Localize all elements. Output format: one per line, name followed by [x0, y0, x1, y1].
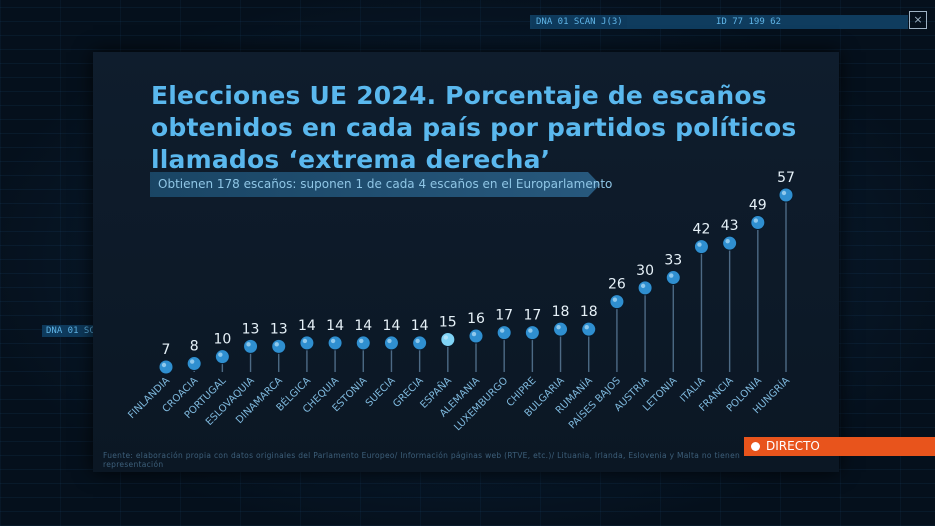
point-portugal [214, 349, 230, 365]
chart-subtitle: Obtienen 178 escaños: suponen 1 de cada … [158, 177, 613, 191]
point-países-bajos [609, 294, 625, 310]
live-badge-label: DIRECTO [766, 439, 820, 453]
point-shine-dinamarca [274, 342, 279, 347]
category-label-luxemburgo: LUXEMBURGO [452, 375, 510, 433]
point-croacia [186, 356, 202, 372]
point-shine-alemania [471, 331, 477, 337]
point-shine-luxemburgo [499, 328, 505, 333]
point-shine-suecia [387, 338, 392, 344]
value-label-estonia: 14 [354, 318, 372, 334]
point-shine-países-bajos [612, 297, 618, 302]
point-hungría [778, 187, 794, 203]
point-shine-estonia [359, 338, 364, 344]
chart-title: Elecciones UE 2024. Porcentaje de escaño… [151, 81, 797, 174]
point-rumanía [581, 321, 597, 337]
point-shine-hungría [781, 190, 787, 196]
point-alemania [468, 328, 484, 344]
value-label-chipre: 17 [523, 308, 541, 324]
point-shine-españa [443, 335, 449, 340]
point-shine-austria [640, 283, 646, 289]
value-label-finlandia: 7 [162, 342, 171, 358]
point-españa [440, 331, 456, 347]
point-shine-bélgica [302, 338, 308, 344]
point-shine-polonia [753, 218, 759, 223]
point-shine-portugal [218, 352, 223, 357]
value-label-luxemburgo: 17 [495, 308, 513, 324]
value-label-hungría: 57 [777, 170, 795, 186]
point-shine-grecia [415, 338, 420, 344]
category-label-finlandia: FINLANDIA [126, 375, 172, 421]
live-dot-icon [751, 442, 760, 451]
point-dinamarca [271, 338, 287, 354]
live-badge: DIRECTO [744, 437, 935, 456]
chart-panel [93, 52, 839, 472]
value-label-grecia: 14 [411, 318, 429, 334]
point-shine-chequia [330, 338, 336, 344]
point-shine-rumanía [584, 324, 589, 330]
value-label-suecia: 14 [383, 318, 401, 334]
value-label-letonia: 33 [664, 253, 682, 269]
point-bélgica [299, 335, 315, 351]
point-bulgaria [553, 321, 569, 337]
value-label-chequia: 14 [326, 318, 344, 334]
chart-footnote: Fuente: elaboración propia con datos ori… [103, 451, 741, 469]
point-shine-bulgaria [556, 324, 561, 330]
point-estonia [355, 335, 371, 351]
point-shine-italia [697, 242, 702, 247]
close-icon[interactable]: × [909, 11, 927, 29]
point-grecia [412, 335, 428, 351]
point-shine-letonia [669, 273, 674, 278]
point-austria [637, 280, 653, 296]
value-label-alemania: 16 [467, 311, 485, 327]
point-shine-francia [725, 238, 730, 244]
point-eslovaquia [243, 338, 259, 354]
value-label-bulgaria: 18 [552, 304, 570, 320]
value-label-españa: 15 [439, 314, 457, 330]
value-label-croacia: 8 [190, 339, 199, 355]
point-shine-chipre [528, 328, 533, 333]
value-label-países-bajos: 26 [608, 277, 626, 293]
point-shine-croacia [189, 359, 195, 364]
value-label-eslovaquia: 13 [242, 321, 260, 337]
point-finlandia [158, 359, 174, 375]
point-chequia [327, 335, 343, 351]
value-label-dinamarca: 13 [270, 321, 288, 337]
value-label-italia: 42 [693, 222, 711, 238]
subtitle-ribbon [150, 172, 600, 197]
value-label-francia: 43 [721, 218, 739, 234]
point-polonia [750, 215, 766, 231]
value-label-austria: 30 [636, 263, 654, 279]
point-chipre [524, 325, 540, 341]
value-label-portugal: 10 [213, 332, 231, 348]
point-shine-eslovaquia [246, 342, 251, 347]
point-italia [693, 239, 709, 255]
point-shine-finlandia [161, 362, 167, 368]
point-letonia [665, 270, 681, 286]
point-luxemburgo [496, 325, 512, 341]
value-label-bélgica: 14 [298, 318, 316, 334]
background-id-label: ID 77 199 62 [716, 17, 782, 27]
background-scan-label: DNA 01 SCAN J(3) [532, 16, 627, 28]
value-label-polonia: 49 [749, 198, 767, 214]
value-label-rumanía: 18 [580, 304, 598, 320]
background-side-label: DNA 01 SCAN [42, 325, 110, 337]
point-francia [722, 235, 738, 251]
point-suecia [383, 335, 399, 351]
